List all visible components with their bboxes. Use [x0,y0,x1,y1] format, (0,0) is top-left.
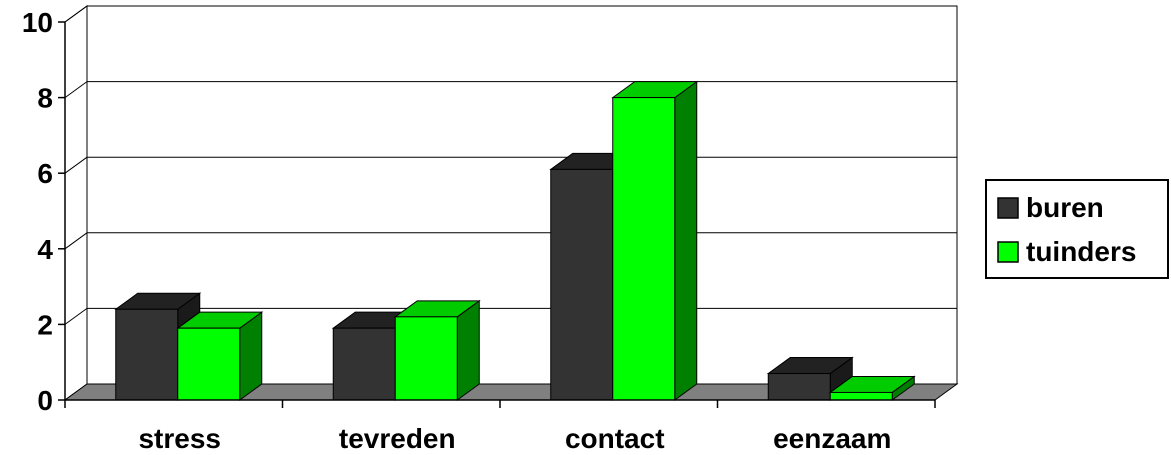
bar-front [829,391,893,401]
y-tick-label: 6 [37,158,53,189]
x-axis: stress tevreden contact eenzaam [64,399,936,454]
gridline-side [64,5,88,23]
bar-front [115,308,179,401]
gridline-side [64,156,88,174]
x-tick-label: eenzaam [773,423,891,454]
bar-side [456,299,480,401]
bar-buren-eenzaam [766,356,854,401]
y-tick-label: 4 [37,234,53,265]
legend-label-tuinders: tuinders [1026,236,1136,267]
bar-front [394,316,458,401]
y-tick-label: 8 [37,83,53,114]
bar-tuinders-contact [611,80,699,401]
legend-swatch-tuinders [997,241,1019,263]
x-tick-label: tevreden [339,423,456,454]
gridlines [64,5,957,325]
bar-tuinders-tevreden [393,299,481,401]
bar-front [767,373,831,401]
gridline-side [64,307,88,325]
legend: buren tuinders [985,179,1169,279]
legend-swatch-buren [997,197,1019,219]
y-axis: 0 2 4 6 8 10 [22,7,66,416]
bar-side [674,80,698,401]
x-tick-label: contact [565,423,665,454]
y-tick-label: 0 [37,385,53,416]
gridline-side [64,232,88,250]
bar-front [332,327,396,401]
bar-tuinders-eenzaam [828,375,916,401]
bar-front [177,327,241,401]
bar-buren-stress [114,292,202,401]
bar-front [550,168,614,401]
x-tick-label: stress [138,423,221,454]
bar-tuinders-stress [176,311,264,401]
gridline-side [64,81,88,99]
y-tick-label: 10 [22,7,53,38]
bars [114,80,916,401]
legend-label-buren: buren [1026,192,1104,223]
y-tick-label: 2 [37,309,53,340]
bar-front [612,97,676,401]
side-wall [64,5,88,401]
